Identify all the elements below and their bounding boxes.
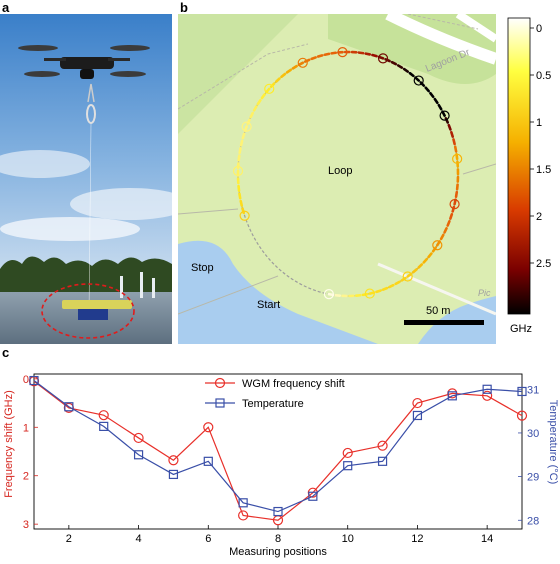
- colorbar-gradient: [508, 18, 530, 314]
- loop-segment: [240, 148, 241, 152]
- loop-segment: [329, 294, 333, 295]
- loop-segment: [451, 132, 452, 136]
- colorbar-tick-label: 0: [536, 23, 542, 35]
- loop-segment: [383, 288, 387, 290]
- loop-segment: [312, 57, 316, 58]
- loop-segment: [396, 282, 400, 284]
- loop-segment: [241, 201, 242, 205]
- loop-segment: [359, 53, 363, 54]
- x-tick-label: 2: [66, 533, 72, 545]
- y-axis-label-left: Frequency shift (GHz): [3, 390, 15, 498]
- x-tick-label: 14: [481, 533, 493, 545]
- loop-segment: [372, 55, 376, 56]
- start-label: Start: [257, 299, 280, 311]
- loop-segment: [325, 54, 329, 55]
- y-right-tick-label: 30: [527, 428, 539, 440]
- drone-photo-illustration: [0, 14, 172, 344]
- y-left-tick-label: 0: [23, 374, 29, 386]
- loop-segment: [456, 192, 457, 196]
- loop-label: Loop: [328, 165, 352, 177]
- loop-segment: [239, 156, 240, 161]
- loop-segment: [245, 127, 247, 131]
- scale-bar: [404, 320, 484, 325]
- colorbar-tick-label: 0.5: [536, 70, 551, 82]
- legend-label-temperature: Temperature: [242, 398, 304, 410]
- x-tick-label: 8: [275, 533, 281, 545]
- y-axis-label-right: Temperature (°C): [547, 400, 559, 484]
- y-left-tick-label: 3: [23, 519, 29, 531]
- panel-label-a: a: [2, 0, 9, 15]
- loop-segment: [457, 154, 458, 159]
- loop-segment: [318, 55, 322, 56]
- loop-segment: [445, 228, 447, 232]
- x-axis-label: Measuring positions: [229, 546, 327, 558]
- route-map-canvas: Lagoon Dr Pic Loop Stop Start 50 m: [178, 14, 496, 344]
- y-right-tick-label: 31: [527, 384, 539, 396]
- loop-segment: [392, 62, 396, 64]
- loop-segment: [454, 139, 455, 143]
- loop-segment: [379, 57, 383, 58]
- colorbar-canvas: 0 0.5 1 1.5 2 2.5 GHz: [500, 14, 560, 344]
- scale-bar-label: 50 m: [426, 305, 450, 317]
- loop-segment: [443, 112, 445, 116]
- loop-segment: [376, 291, 380, 292]
- loop-segment: [398, 65, 402, 67]
- panel-label-c: c: [2, 345, 9, 360]
- colorbar-unit: GHz: [510, 323, 532, 335]
- loop-segment: [389, 285, 393, 287]
- legend-label-frequency: WGM frequency shift: [242, 378, 345, 390]
- loop-segment: [251, 113, 253, 117]
- y-left-tick-label: 1: [23, 422, 29, 434]
- colorbar-tick-label: 1: [536, 117, 542, 129]
- x-tick-label: 12: [411, 533, 423, 545]
- colorbar-tick-label: 2: [536, 211, 542, 223]
- y-left-tick-label: 2: [23, 471, 29, 483]
- legend: WGM frequency shift Temperature: [205, 378, 345, 410]
- loop-segment: [299, 63, 303, 65]
- route-map: Lagoon Dr Pic Loop Stop Start 50 m: [178, 14, 496, 344]
- loop-segment: [243, 134, 244, 138]
- loop-segment: [448, 221, 450, 225]
- colorbar-tick-label: 1.5: [536, 164, 551, 176]
- y-right-tick-label: 29: [527, 472, 539, 484]
- loop-segment: [366, 54, 370, 55]
- loop-segment: [450, 214, 451, 218]
- x-tick-label: 4: [136, 533, 142, 545]
- loop-segment: [370, 293, 374, 294]
- loop-segment: [332, 53, 336, 54]
- x-tick-label: 6: [205, 533, 211, 545]
- drone-photo: [0, 14, 172, 344]
- loop-segment: [239, 194, 240, 198]
- loop-segment: [241, 141, 242, 145]
- y-right-tick-label: 28: [527, 515, 539, 527]
- colorbar-tick-label: 2.5: [536, 258, 551, 270]
- x-tick-label: 10: [342, 533, 354, 545]
- stop-label: Stop: [191, 262, 214, 274]
- panel-label-b: b: [180, 0, 188, 15]
- colorbar: 0 0.5 1 1.5 2 2.5 GHz: [500, 14, 560, 344]
- loop-segment: [455, 200, 456, 204]
- road-label-partial: Pic: [478, 288, 491, 298]
- loop-segment: [449, 125, 451, 129]
- loop-segment: [455, 147, 456, 151]
